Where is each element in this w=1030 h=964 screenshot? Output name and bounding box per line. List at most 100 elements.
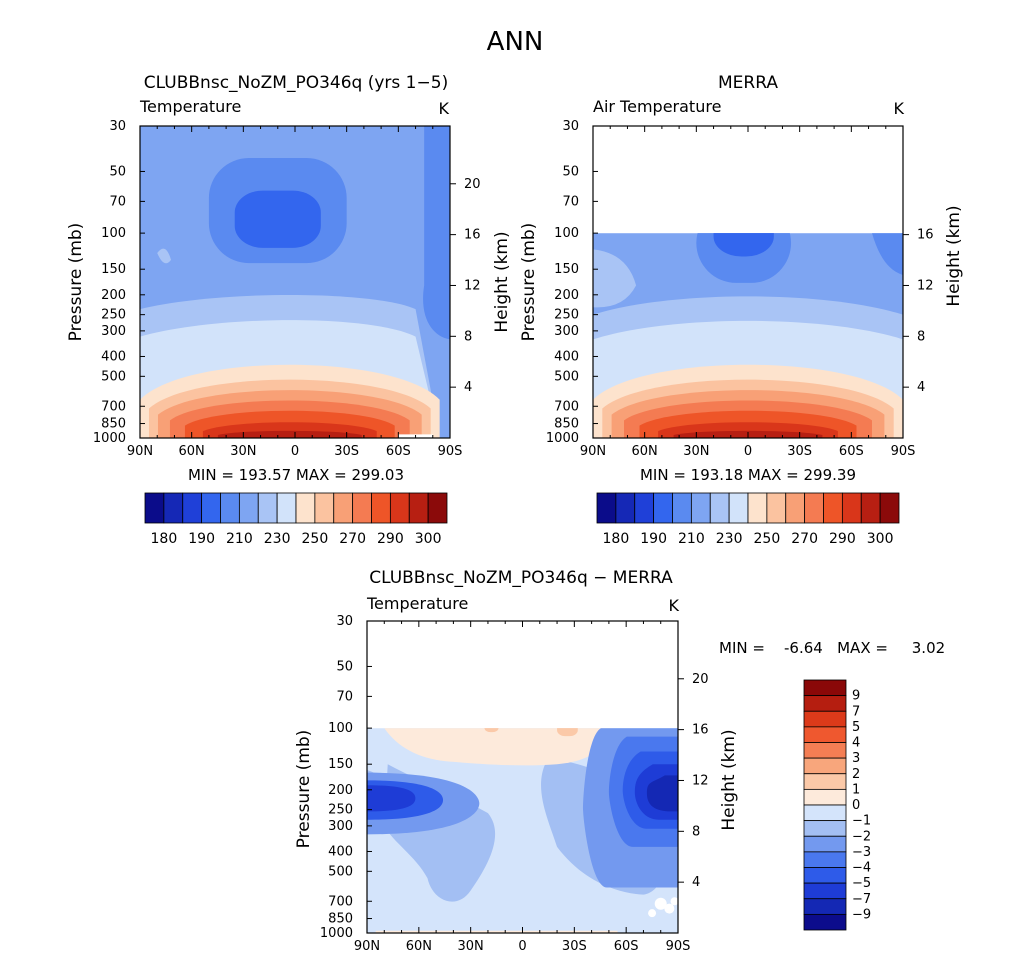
colorbar-cell — [803, 757, 847, 775]
y2-tick-label: 12 — [917, 278, 934, 293]
y2-tick-label: 8 — [692, 824, 700, 839]
colorbar-cell — [653, 492, 673, 524]
x-tick-label: 90S — [666, 939, 691, 954]
colorbar-label: −5 — [852, 876, 871, 891]
colorbar-label: −4 — [852, 861, 871, 876]
colorbar-label: 1 — [852, 782, 860, 797]
y-tick-label: 100 — [328, 721, 353, 736]
y-tick-label: 850 — [554, 417, 579, 432]
contour-band — [234, 190, 321, 248]
colorbar-cell — [803, 773, 847, 790]
contour-band — [423, 126, 450, 340]
x-tick-label: 30N — [230, 444, 256, 459]
y2-tick-label: 8 — [917, 329, 925, 344]
y2-axis-label: Height (km) — [719, 729, 739, 830]
y2-axis-label: Height (km) — [492, 231, 512, 332]
colorbar-label: 270 — [791, 531, 818, 547]
y-tick-label: 700 — [101, 399, 126, 414]
y-tick-label: 30 — [336, 614, 353, 629]
y-tick-label: 150 — [328, 757, 353, 772]
colorbar-cell — [257, 492, 278, 524]
colorbar-cell — [163, 492, 184, 524]
page-title: ANN — [487, 27, 544, 57]
y-tick-label: 30 — [562, 119, 579, 134]
x-tick-label: 30S — [562, 939, 587, 954]
colorbar-cell — [728, 492, 749, 524]
y2-tick-label: 16 — [917, 228, 934, 243]
colorbar-label: 210 — [226, 531, 253, 547]
x-tick-label: 0 — [291, 444, 299, 459]
colorbar-cell — [803, 726, 847, 743]
panel-title: CLUBBnsc_NoZM_PO346q (yrs 1−5) — [144, 73, 448, 93]
colorbar-cell — [182, 492, 203, 524]
contour-band — [713, 233, 774, 257]
y-tick-label: 500 — [101, 369, 126, 384]
y-tick-label: 400 — [101, 349, 126, 364]
colorbar-cell — [389, 492, 410, 524]
variable-label: Temperature — [139, 97, 241, 116]
variable-label: Temperature — [366, 594, 468, 613]
colorbar-cell — [615, 492, 636, 524]
y-tick-label: 50 — [336, 659, 353, 674]
x-tick-label: 60S — [614, 939, 639, 954]
colorbar-label: 290 — [829, 531, 856, 547]
panel-difference: CLUBBnsc_NoZM_PO346q − MERRA Temperature… — [294, 568, 945, 954]
y-tick-label: 500 — [328, 864, 353, 879]
colorbar-cell — [766, 492, 787, 524]
colorbar-cell — [803, 820, 847, 837]
y-tick-label: 500 — [554, 369, 579, 384]
contour-field — [593, 233, 903, 438]
panel-title: CLUBBnsc_NoZM_PO346q − MERRA — [369, 568, 673, 588]
contour-band — [593, 249, 637, 308]
colorbar-cell — [596, 492, 617, 524]
y2-tick-label: 8 — [464, 329, 472, 344]
y2-tick-label: 12 — [692, 773, 709, 788]
y-tick-label: 200 — [554, 288, 579, 303]
colorbar-cell — [408, 492, 429, 524]
x-tick-label: 30N — [683, 444, 709, 459]
stats-text: MIN = 193.57 MAX = 299.03 — [188, 466, 404, 484]
colorbar-label: 2 — [852, 767, 860, 782]
colorbar-cell — [841, 492, 862, 524]
x-tick-label: 30S — [787, 444, 812, 459]
y-tick-label: 850 — [101, 417, 126, 432]
y-tick-label: 300 — [554, 324, 579, 339]
plot-axes: 90N 60N 30N 0 30S 60S 90S 30 50 70 100 150 200 250300… — [93, 119, 481, 459]
colorbar-label: 270 — [339, 531, 366, 547]
stats-text: MIN = 193.18 MAX = 299.39 — [640, 466, 856, 484]
x-tick-label: 0 — [744, 444, 752, 459]
colorbar-label: −7 — [852, 892, 871, 907]
colorbar-label: 5 — [852, 720, 860, 735]
colorbar: 180 190 210 230 250 270 290 300 — [596, 492, 900, 547]
y-tick-label: 50 — [109, 164, 126, 179]
variable-label: Air Temperature — [593, 97, 721, 116]
colorbar-cell — [804, 492, 824, 524]
x-tick-label: 60S — [839, 444, 864, 459]
colorbar-cell — [672, 492, 692, 524]
x-tick-label: 90N — [127, 444, 153, 459]
colorbar-cell — [371, 492, 391, 524]
y2-tick-label: 20 — [464, 177, 481, 192]
x-tick-label: 30S — [334, 444, 359, 459]
contour-band — [872, 233, 903, 275]
colorbar-cell — [803, 835, 847, 853]
colorbar-cell — [352, 492, 372, 524]
y-tick-label: 300 — [101, 324, 126, 339]
y-tick-label: 200 — [101, 288, 126, 303]
colorbar-cell — [276, 492, 297, 524]
x-tick-label: 90S — [438, 444, 463, 459]
stats-text: MIN = -6.64 MAX = 3.02 — [719, 639, 945, 657]
y-tick-label: 300 — [328, 819, 353, 834]
x-tick-label: 0 — [518, 939, 526, 954]
colorbar-label: 3 — [852, 751, 860, 766]
x-tick-label: 30N — [458, 939, 484, 954]
colorbar-cell — [860, 492, 881, 524]
noise-cell — [670, 897, 678, 906]
y-tick-label: 200 — [328, 783, 353, 798]
x-tick-label: 60N — [406, 939, 432, 954]
noise-cell — [648, 909, 657, 918]
y-tick-label: 1000 — [93, 431, 126, 446]
colorbar-cell — [634, 492, 655, 524]
y-tick-label: 250 — [554, 308, 579, 323]
plot-axes: 90N 60N 30N 0 30S 60S 90S 30 50 70 100 150 200 250300… — [546, 119, 934, 459]
